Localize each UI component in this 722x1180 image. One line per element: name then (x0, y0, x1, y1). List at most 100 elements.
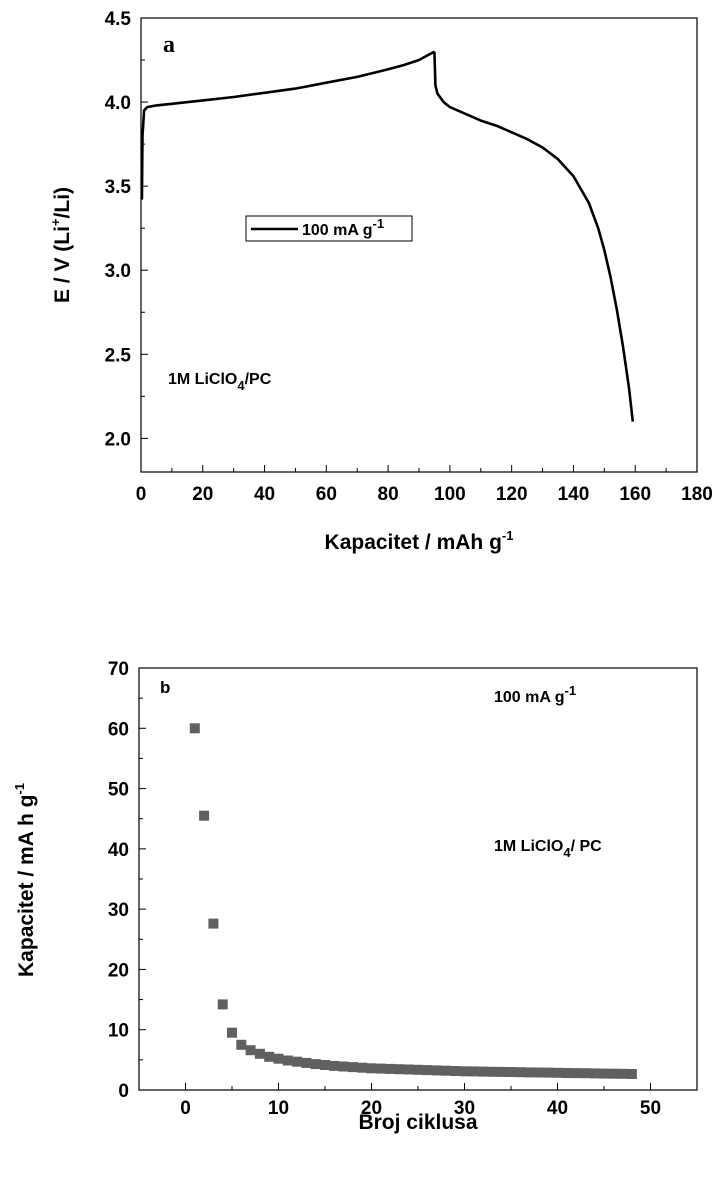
data-point (329, 1060, 340, 1071)
chart-a-ticks: 0 20 40 60 80 100 120 140 160 180 2.0 2.5 3.0 3.5 4.0 4… (105, 9, 713, 505)
chart-a-annotation-post: /PC (245, 371, 272, 388)
chart-b-ylabel: Kapacitet / mA h g (15, 795, 38, 977)
data-point (487, 1066, 498, 1077)
chart-b-frame (138, 667, 698, 1091)
data-point (375, 1063, 386, 1074)
chart-a-legend: 100 mA g-1 (245, 215, 413, 242)
data-point (422, 1065, 433, 1076)
data-point (468, 1066, 479, 1077)
chart-a-series (140, 50, 635, 422)
data-point (338, 1061, 349, 1072)
x-tick-label: 0 (180, 1098, 191, 1119)
data-point (515, 1067, 526, 1078)
chart-b-series (189, 723, 637, 1079)
svg-text:E / V (Li+/Li): E / V (Li+/Li) (48, 187, 74, 303)
data-point (254, 1048, 265, 1059)
data-point (366, 1063, 377, 1074)
y-tick-label: 50 (108, 780, 129, 801)
chart-a-annotation: 1M LiClO (168, 371, 237, 388)
data-point (589, 1068, 600, 1079)
data-point (626, 1069, 637, 1079)
legend-label-sup: -1 (373, 216, 385, 231)
x-tick-label: 20 (361, 1098, 382, 1119)
x-tick-label: 30 (454, 1098, 475, 1119)
x-tick-label: 160 (619, 484, 651, 505)
data-point (543, 1067, 554, 1078)
y-tick-label: 10 (108, 1021, 129, 1042)
chart-b-annotation-rate-sup: -1 (565, 683, 577, 698)
data-point (478, 1066, 489, 1077)
chart-a-xlabel: Kapacitet / mAh g (325, 531, 502, 554)
y-tick-label: 30 (108, 900, 129, 921)
data-point (347, 1062, 358, 1073)
x-tick-label: 40 (547, 1098, 568, 1119)
svg-text:1M LiClO4/PC: 1M LiClO4/PC (168, 371, 272, 393)
data-point (413, 1064, 423, 1075)
chart-a-ylabel: E / V (Li (51, 226, 74, 303)
x-tick-label: 120 (496, 484, 528, 505)
chart-a-panel-label: a (163, 32, 175, 58)
chart-b-annotation-electrolyte-post: / PC (571, 838, 603, 855)
data-point (552, 1067, 563, 1078)
chart-b-ticks: 0 10 20 30 40 50 0 10 20 30 40 50 60 70 (108, 659, 661, 1119)
chart-a: 0 20 40 60 80 100 120 140 160 180 2.0 2.5 3.0 3.5 4.0 4… (48, 9, 713, 554)
data-point (217, 999, 228, 1010)
y-tick-label: 0 (118, 1081, 129, 1102)
data-point (310, 1059, 321, 1070)
data-point (459, 1066, 470, 1077)
data-point (403, 1064, 414, 1075)
x-tick-label: 80 (378, 484, 399, 505)
data-point (561, 1068, 572, 1078)
y-tick-label: 3.5 (105, 177, 132, 198)
data-point (533, 1067, 544, 1078)
chart-a-frame (140, 17, 698, 473)
x-tick-label: 60 (316, 484, 337, 505)
data-point (273, 1053, 284, 1064)
data-point (199, 810, 210, 821)
chart-b-annotation-rate: 100 mA g (494, 689, 565, 706)
svg-text:1M LiClO4/ PC: 1M LiClO4/ PC (494, 838, 602, 860)
x-tick-label: 20 (192, 484, 213, 505)
data-point (208, 918, 219, 929)
chart-b-annotation-electrolyte: 1M LiClO (494, 838, 563, 855)
data-point (450, 1066, 461, 1076)
x-tick-label: 40 (254, 484, 275, 505)
data-point (496, 1066, 507, 1077)
data-point (385, 1063, 396, 1074)
data-point (282, 1055, 293, 1066)
x-tick-label: 0 (136, 484, 147, 505)
chart-a-ylabel-post: /Li) (51, 187, 74, 219)
data-point (320, 1060, 330, 1070)
x-tick-label: 50 (640, 1098, 661, 1119)
y-tick-label: 4.0 (105, 93, 131, 114)
y-tick-label: 2.5 (105, 345, 132, 366)
data-point (301, 1057, 312, 1068)
svg-text:100 mA g-1: 100 mA g-1 (302, 216, 384, 239)
data-point (617, 1068, 628, 1079)
chart-a-annotation-sub: 4 (237, 378, 245, 393)
chart-b-annotation-electrolyte-sub: 4 (563, 845, 571, 860)
chart-a-ylabel-sup: + (48, 218, 63, 226)
x-tick-label: 140 (558, 484, 590, 505)
y-tick-label: 40 (108, 840, 129, 861)
data-point (189, 723, 200, 734)
y-tick-label: 2.0 (105, 429, 131, 450)
y-tick-label: 4.5 (105, 9, 132, 30)
data-point (599, 1068, 609, 1079)
data-point (506, 1067, 516, 1077)
chart-b-ylabel-sup: -1 (12, 783, 27, 795)
chart-a-xlabel-sup: -1 (502, 528, 514, 543)
data-point (440, 1065, 451, 1076)
chart-b-panel-label: b (160, 678, 170, 697)
y-tick-label: 60 (108, 719, 129, 740)
data-point (245, 1045, 256, 1056)
series-line-discharge (433, 51, 635, 422)
data-point (264, 1051, 275, 1062)
data-point (292, 1056, 303, 1067)
data-point (357, 1062, 368, 1073)
data-point (608, 1068, 619, 1079)
svg-text:Kapacitet / mAh g-1: Kapacitet / mAh g-1 (325, 528, 514, 554)
x-tick-label: 100 (434, 484, 466, 505)
